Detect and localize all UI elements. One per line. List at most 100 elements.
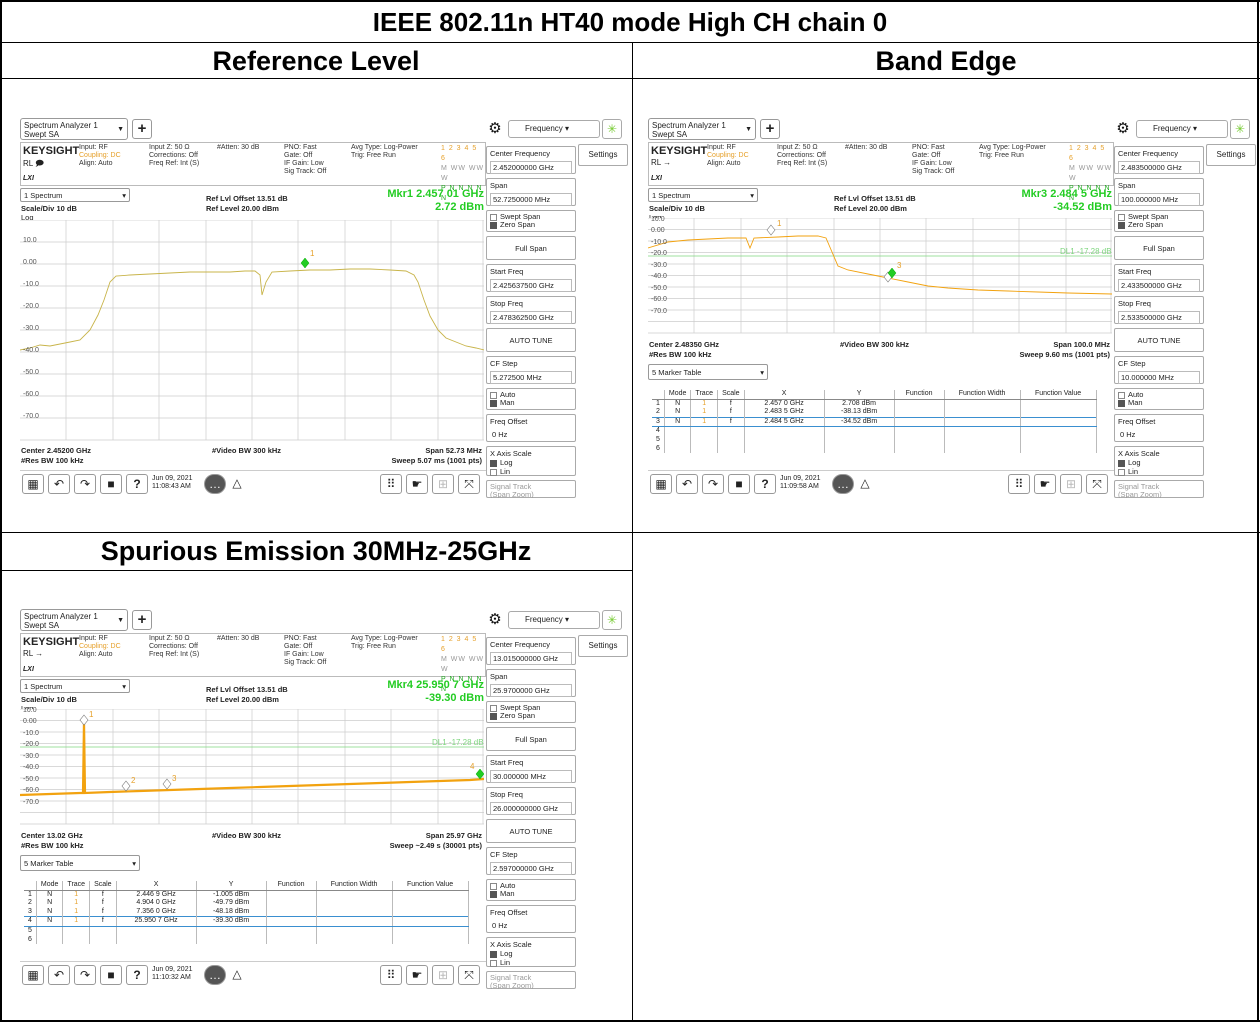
windows-icon[interactable]: ▦	[650, 474, 672, 494]
swept-span-key[interactable]: Swept Span Zero Span	[486, 701, 576, 723]
file-icon[interactable]: ■	[100, 474, 122, 494]
center-frequency-key[interactable]: Center Frequency 2.483500000 GHz	[1114, 146, 1204, 174]
span-key[interactable]: Span 52.7250000 MHz	[486, 178, 576, 206]
add-window-button[interactable]: +	[132, 610, 152, 630]
gear-icon[interactable]: ⚙	[488, 611, 502, 628]
signal-track-key[interactable]: Signal Track (Span Zoom)	[1114, 480, 1204, 498]
window-selector[interactable]: Spectrum Analyzer 1 Swept SA ▼	[20, 609, 128, 631]
spectrum-selector[interactable]: 1 Spectrum ▾	[648, 188, 758, 202]
undo-icon[interactable]: ↶	[48, 965, 70, 985]
windows-icon[interactable]: ▦	[22, 474, 44, 494]
redo-icon[interactable]: ↷	[74, 965, 96, 985]
spectrum-plot[interactable]: DL1 -17.28 dBm 1 2 3 4 10.0 0.00 -10.0 -…	[20, 707, 484, 829]
touch-icon[interactable]: ☛	[1034, 474, 1056, 494]
center-frequency-key[interactable]: Center Frequency 2.452000000 GHz	[486, 146, 576, 174]
auto-tune-button[interactable]: AUTO TUNE	[1114, 328, 1204, 352]
touch-icon[interactable]: ☛	[406, 965, 428, 985]
table-row[interactable]: 6	[652, 444, 1097, 454]
help-icon[interactable]: ?	[126, 474, 148, 494]
center-frequency-key[interactable]: Center Frequency 13.015000000 GHz	[486, 637, 576, 665]
undo-icon[interactable]: ↶	[48, 474, 70, 494]
help-icon[interactable]: ?	[126, 965, 148, 985]
settings-button[interactable]: Settings	[578, 144, 628, 166]
signal-track-key[interactable]: Signal Track (Span Zoom)	[486, 971, 576, 989]
freq-offset-key[interactable]: Freq Offset 0 Hz	[486, 414, 576, 442]
auto-tune-button[interactable]: AUTO TUNE	[486, 819, 576, 843]
frequency-menu[interactable]: Frequency ▾	[508, 120, 600, 138]
warning-icon[interactable]: △	[226, 474, 248, 494]
keypad-icon[interactable]: ⠿	[1008, 474, 1030, 494]
cf-step-key[interactable]: CF Step 2.597000000 GHz	[486, 847, 576, 875]
full-span-button[interactable]: Full Span	[1114, 236, 1204, 260]
chat-icon[interactable]: …	[204, 965, 226, 985]
spectrum-plot[interactable]: 1 10.0 0.00 -10.0 -20.0 -30.0 -40.0 -50.…	[20, 220, 484, 448]
touch-icon[interactable]: ☛	[406, 474, 428, 494]
table-row[interactable]: 5	[24, 926, 469, 936]
table-row[interactable]: 1 N 1 f 2.446 9 GHz -1.005 dBm	[24, 890, 469, 900]
window-selector[interactable]: Spectrum Analyzer 1 Swept SA ▼	[20, 118, 128, 140]
auto-tune-button[interactable]: AUTO TUNE	[486, 328, 576, 352]
settings-button[interactable]: Settings	[1206, 144, 1256, 166]
start-freq-key[interactable]: Start Freq 2.425637500 GHz	[486, 264, 576, 292]
keypad-icon[interactable]: ⠿	[380, 965, 402, 985]
marker-table-selector[interactable]: 5 Marker Table ▾	[648, 364, 768, 380]
table-row[interactable]: 4 N 1 f 25.950 7 GHz -39.30 dBm	[24, 916, 469, 927]
swept-span-key[interactable]: Swept Span Zero Span	[1114, 210, 1204, 232]
file-icon[interactable]: ■	[100, 965, 122, 985]
zoom-icon[interactable]: ⤧	[458, 965, 480, 985]
zoom-icon[interactable]: ⤧	[458, 474, 480, 494]
freq-offset-key[interactable]: Freq Offset 0 Hz	[486, 905, 576, 933]
table-row[interactable]: 4	[652, 426, 1097, 436]
frequency-menu[interactable]: Frequency ▾	[1136, 120, 1228, 138]
stop-freq-key[interactable]: Stop Freq 2.533500000 GHz	[1114, 296, 1204, 324]
table-row[interactable]: 6	[24, 935, 469, 945]
split-view-icon[interactable]: ⊞	[432, 965, 454, 985]
span-key[interactable]: Span 25.9700000 GHz	[486, 669, 576, 697]
window-selector[interactable]: Spectrum Analyzer 1 Swept SA ▼	[648, 118, 756, 140]
spectrum-selector[interactable]: 1 Spectrum ▾	[20, 188, 130, 202]
cf-step-key[interactable]: CF Step 10.000000 MHz	[1114, 356, 1204, 384]
x-axis-scale-key[interactable]: X Axis Scale Log Lin	[1114, 446, 1204, 476]
chat-icon[interactable]: …	[204, 474, 226, 494]
keypad-icon[interactable]: ⠿	[380, 474, 402, 494]
x-axis-scale-key[interactable]: X Axis Scale Log Lin	[486, 937, 576, 967]
table-row[interactable]: 3 N 1 f 2.484 5 GHz -34.52 dBm	[652, 416, 1097, 428]
table-row[interactable]: 2 N 1 f 4.904 0 GHz -49.79 dBm	[24, 899, 469, 908]
table-row[interactable]: 2 N 1 f 2.483 5 GHz -38.13 dBm	[652, 408, 1097, 418]
full-span-button[interactable]: Full Span	[486, 727, 576, 751]
span-key[interactable]: Span 100.000000 MHz	[1114, 178, 1204, 206]
start-freq-key[interactable]: Start Freq 2.433500000 GHz	[1114, 264, 1204, 292]
frequency-menu[interactable]: Frequency ▾	[508, 611, 600, 629]
redo-icon[interactable]: ↷	[702, 474, 724, 494]
gear-icon[interactable]: ⚙	[1116, 120, 1130, 137]
auto-man-key[interactable]: Auto Man	[486, 388, 576, 410]
auto-man-key[interactable]: Auto Man	[486, 879, 576, 901]
stop-freq-key[interactable]: Stop Freq 2.478362500 GHz	[486, 296, 576, 324]
table-row[interactable]: 5	[652, 435, 1097, 445]
signal-track-key[interactable]: Signal Track (Span Zoom)	[486, 480, 576, 498]
freq-offset-key[interactable]: Freq Offset 0 Hz	[1114, 414, 1204, 442]
stop-freq-key[interactable]: Stop Freq 26.000000000 GHz	[486, 787, 576, 815]
spectrum-selector[interactable]: 1 Spectrum ▾	[20, 679, 130, 693]
table-row[interactable]: 1 N 1 f 2.457 0 GHz 2.708 dBm	[652, 399, 1097, 409]
x-axis-scale-key[interactable]: X Axis Scale Log Lin	[486, 446, 576, 476]
full-span-button[interactable]: Full Span	[486, 236, 576, 260]
windows-icon[interactable]: ▦	[22, 965, 44, 985]
file-icon[interactable]: ■	[728, 474, 750, 494]
marker-table-selector[interactable]: 5 Marker Table ▾	[20, 855, 140, 871]
add-window-button[interactable]: +	[760, 119, 780, 139]
add-window-button[interactable]: +	[132, 119, 152, 139]
redo-icon[interactable]: ↷	[74, 474, 96, 494]
split-view-icon[interactable]: ⊞	[1060, 474, 1082, 494]
spectrum-plot[interactable]: DL1 -17.28 dBm 1 3 10.0 0.00 -10.0 -20.0…	[648, 216, 1112, 338]
gear-icon[interactable]: ⚙	[488, 120, 502, 137]
help-icon[interactable]: ?	[754, 474, 776, 494]
chat-icon[interactable]: …	[832, 474, 854, 494]
settings-button[interactable]: Settings	[578, 635, 628, 657]
undo-icon[interactable]: ↶	[676, 474, 698, 494]
swept-span-key[interactable]: Swept Span Zero Span	[486, 210, 576, 232]
auto-man-key[interactable]: Auto Man	[1114, 388, 1204, 410]
warning-icon[interactable]: △	[854, 474, 876, 494]
warning-icon[interactable]: △	[226, 965, 248, 985]
table-row[interactable]: 3 N 1 f 7.356 0 GHz -48.18 dBm	[24, 907, 469, 917]
